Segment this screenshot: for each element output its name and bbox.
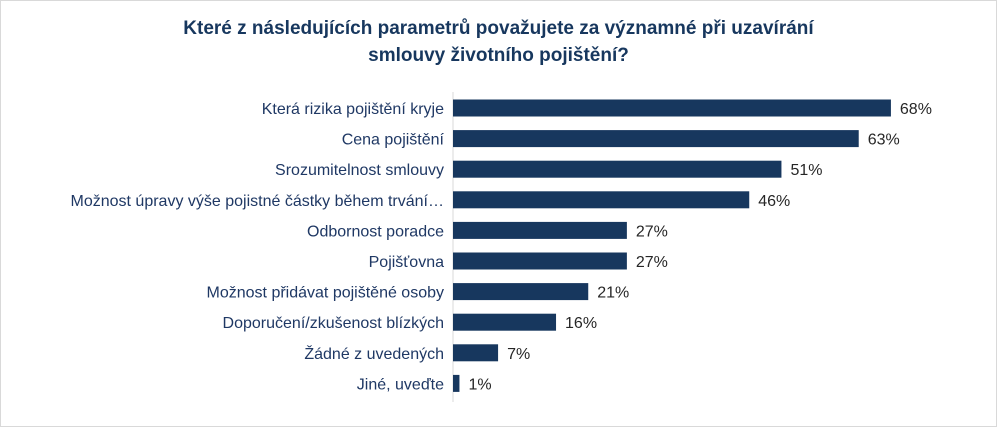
value-label: 68% [900,101,932,118]
value-label: 46% [758,193,790,210]
bar [453,313,557,331]
value-label: 51% [790,162,822,179]
chart-title-line-2: smlouvy životního pojištění? [368,45,629,66]
value-label: 27% [636,223,668,240]
category-label: Srozumitelnost smlouvy [275,162,444,179]
value-label: 21% [597,285,629,302]
bar [453,252,627,270]
bar [453,344,499,362]
bar [453,160,782,178]
chart-title: Které z následujících parametrů považuje… [0,15,997,69]
chart-title-line-1: Které z následujících parametrů považuje… [183,18,814,39]
category-label: Žádné z uvedených [304,344,444,363]
category-label: Doporučení/zkušenost blízkých [223,315,444,332]
bar [453,191,750,209]
category-label: Cena pojištění [342,132,445,149]
category-label: Která rizika pojištění kryje [262,101,444,118]
category-label: Možnost přidávat pojištěné osoby [207,285,444,302]
value-label: 1% [468,376,491,393]
value-label: 16% [565,315,597,332]
bar [453,283,589,301]
category-label: Jiné, uveďte [357,376,444,393]
bar [453,374,460,392]
value-label: 7% [507,346,530,363]
category-label: Možnost úpravy výše pojistné částky běhe… [71,193,445,210]
category-label: Pojišťovna [369,254,444,271]
value-label: 63% [868,132,900,149]
bar [453,130,859,148]
value-label: 27% [636,254,668,271]
category-label: Odbornost poradce [307,223,444,240]
bar [453,221,627,239]
bar [453,99,891,117]
